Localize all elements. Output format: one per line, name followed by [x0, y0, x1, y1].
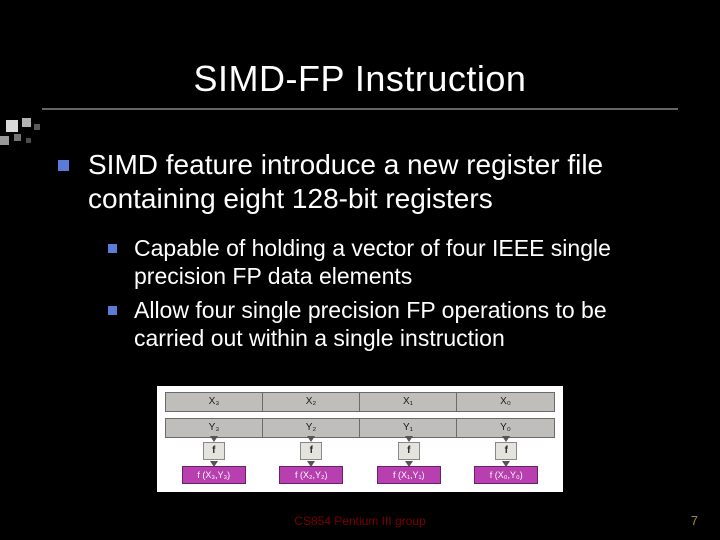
reg-cell: Y₃	[166, 419, 263, 437]
reg-cell: X₁	[360, 393, 457, 411]
op-label: f	[212, 445, 215, 456]
result-cell: f (X₃,Y₃)	[182, 466, 246, 484]
bullet-text: SIMD feature introduce a new register fi…	[88, 149, 603, 214]
bullet-level2: Capable of holding a vector of four IEEE…	[134, 234, 676, 290]
square-bullet-icon	[108, 306, 117, 315]
reg-cell: Y₁	[360, 419, 457, 437]
bullet-text: Capable of holding a vector of four IEEE…	[134, 235, 611, 289]
op-label: f	[505, 445, 508, 456]
register-row-x: X₃ X₂ X₁ X₀	[165, 392, 555, 412]
page-number: 7	[691, 513, 698, 528]
title-underline	[42, 108, 678, 110]
register-row-y: Y₃ Y₂ Y₁ Y₀	[165, 418, 555, 438]
arrow-down-icon	[307, 436, 315, 442]
reg-cell: X₃	[166, 393, 263, 411]
result-cell: f (X₁,Y₁)	[377, 466, 441, 484]
op-box: f	[300, 442, 322, 460]
operation-row: f f f f	[165, 442, 555, 462]
reg-cell: X₂	[263, 393, 360, 411]
square-bullet-icon	[58, 160, 69, 171]
simd-diagram: X₃ X₂ X₁ X₀ Y₃ Y₂ Y₁ Y₀ f f f	[157, 386, 563, 492]
body-content: SIMD feature introduce a new register fi…	[0, 148, 720, 359]
slide: SIMD-FP Instruction SIMD feature introdu…	[0, 0, 720, 540]
result-cell: f (X₀,Y₀)	[474, 466, 538, 484]
footer-text: CS854 Pentium III group	[0, 514, 720, 528]
sub-bullet-list: Capable of holding a vector of four IEEE…	[134, 234, 676, 352]
bullet-level2: Allow four single precision FP operation…	[134, 296, 676, 352]
reg-cell: X₀	[457, 393, 554, 411]
op-box: f	[203, 442, 225, 460]
op-box: f	[495, 442, 517, 460]
arrow-down-icon	[502, 436, 510, 442]
bullet-text: Allow four single precision FP operation…	[134, 297, 607, 351]
op-label: f	[310, 445, 313, 456]
arrow-down-icon	[210, 436, 218, 442]
title-area: SIMD-FP Instruction	[0, 0, 720, 110]
bullet-level1: SIMD feature introduce a new register fi…	[88, 148, 676, 216]
result-cell: f (X₂,Y₂)	[279, 466, 343, 484]
reg-cell: Y₀	[457, 419, 554, 437]
arrow-down-icon	[405, 436, 413, 442]
square-bullet-icon	[108, 244, 117, 253]
op-label: f	[407, 445, 410, 456]
slide-title: SIMD-FP Instruction	[0, 58, 720, 100]
result-row: f (X₃,Y₃) f (X₂,Y₂) f (X₁,Y₁) f (X₀,Y₀)	[165, 466, 555, 486]
reg-cell: Y₂	[263, 419, 360, 437]
op-box: f	[398, 442, 420, 460]
